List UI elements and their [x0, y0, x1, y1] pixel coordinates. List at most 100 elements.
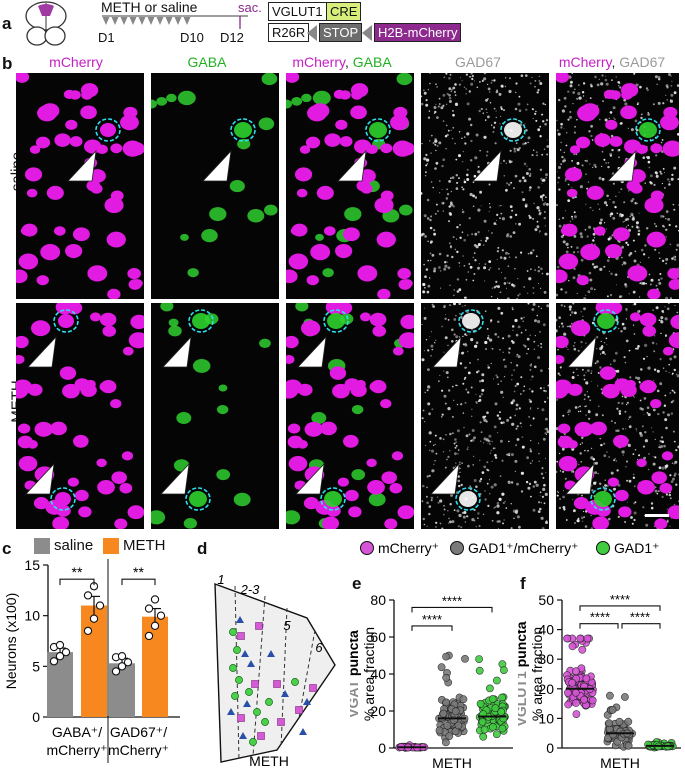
square-marker: [309, 684, 317, 692]
micrograph-saline-merge-gaba: [286, 73, 414, 299]
y-tick-label: 10: [538, 710, 554, 726]
cell-outline: [458, 309, 484, 333]
micrograph-image: [151, 303, 271, 529]
treatment-label: METH or saline: [101, 0, 198, 15]
micrograph-image: [286, 303, 414, 529]
bar-meth: [142, 616, 168, 717]
injection-arrow: [147, 17, 155, 25]
data-point: [606, 691, 614, 700]
data-point: [583, 634, 592, 643]
gad1-cell: [291, 678, 299, 686]
micrograph-saline-gaba: [151, 73, 279, 299]
triangle-marker: [247, 660, 255, 667]
data-point: [83, 591, 93, 600]
timeline: [102, 15, 248, 29]
arrowhead-icon: [567, 335, 597, 368]
data-point: [578, 645, 587, 654]
y-tick-label: 80: [370, 592, 386, 608]
legend-marker: [596, 541, 610, 555]
y-tick-label: 15: [24, 557, 40, 573]
data-point: [564, 700, 573, 709]
data-point: [563, 634, 571, 643]
stop-box: STOP: [319, 23, 363, 42]
triangle-marker: [281, 690, 289, 697]
column-header-part: mCherry: [558, 54, 612, 70]
injection-arrow: [138, 17, 146, 25]
cell-outline: [590, 487, 616, 511]
data-point: [123, 658, 133, 667]
data-point: [485, 684, 494, 693]
cell-outline: [95, 118, 121, 142]
data-point: [150, 621, 160, 630]
sig-bracket: [59, 578, 95, 586]
data-point: [445, 732, 454, 740]
data-point: [499, 666, 508, 674]
data-point: [498, 724, 507, 733]
column-header-part: mCherry: [292, 54, 345, 70]
y-axis-label-rest: puncta: [350, 630, 361, 680]
data-point: [95, 601, 105, 610]
cell-outline: [500, 118, 526, 142]
cell-outline: [365, 118, 391, 142]
y-tick-label: 20: [370, 703, 386, 719]
sig-bracket: [411, 625, 453, 631]
arrowhead-icon: [295, 462, 325, 495]
data-point: [492, 730, 501, 739]
arrowhead-icon: [472, 149, 502, 182]
column-header-5: mCherry, GAD67: [542, 54, 682, 70]
triangle-marker: [267, 650, 275, 657]
legend-label: mCherry⁺: [378, 540, 439, 556]
gad1-cell: [231, 692, 239, 700]
category-label: GAD67⁺/: [110, 724, 167, 740]
triangle-marker: [236, 616, 244, 623]
data-point: [451, 707, 460, 716]
data-point: [55, 652, 65, 661]
injection-arrow: [120, 17, 128, 25]
column-header-4: GAD67: [408, 54, 548, 70]
sig-label: **: [133, 564, 144, 580]
column-header-part: GAD67: [619, 54, 666, 70]
brain-icon: [25, 1, 67, 46]
data-point: [476, 699, 485, 708]
data-point: [61, 647, 71, 657]
column-header-part: GAD67: [455, 54, 501, 70]
gad1-cell: [245, 688, 253, 696]
micrograph-METH-gad67: [421, 303, 549, 529]
square-marker: [277, 718, 285, 726]
data-point: [480, 725, 489, 734]
scatter-vgat-puncta: 0 20 40 60 80 VGAT puncta% area fraction METH *…: [350, 592, 513, 771]
y-tick-label: 5: [32, 658, 40, 674]
injection-arrow: [102, 17, 110, 25]
column-header-2: GABA: [137, 54, 277, 70]
data-point: [498, 693, 506, 702]
scale-bar: [645, 514, 669, 517]
cell-outline: [185, 487, 211, 511]
data-point: [572, 667, 580, 676]
injection-arrow: [183, 17, 191, 25]
data-point: [454, 721, 463, 730]
gad1-cell: [235, 676, 243, 684]
column-header-part: ,: [344, 54, 353, 70]
square-marker: [295, 706, 303, 714]
y-axis-label-rest: puncta: [518, 621, 529, 671]
panel-f-label: f: [520, 574, 526, 593]
cortex-layer-diagram: 1 2-3 5 6 METH: [214, 572, 336, 769]
arrowhead-icon: [162, 335, 192, 368]
data-point: [582, 674, 591, 683]
arrowhead-icon: [337, 149, 367, 182]
injection-arrow: [111, 17, 119, 25]
layer-boundary: [234, 585, 240, 761]
x-label: METH: [249, 753, 289, 769]
layer-label: 2-3: [240, 582, 261, 597]
data-point: [144, 604, 154, 613]
data-point: [442, 673, 451, 682]
data-point: [608, 706, 617, 714]
data-point: [461, 655, 469, 663]
data-point: [437, 663, 446, 672]
data-point: [571, 688, 580, 697]
triangle-marker: [243, 700, 251, 707]
y-tick-label: 0: [32, 709, 40, 725]
cortex-outline: [214, 582, 336, 763]
triangle-marker: [303, 698, 311, 705]
